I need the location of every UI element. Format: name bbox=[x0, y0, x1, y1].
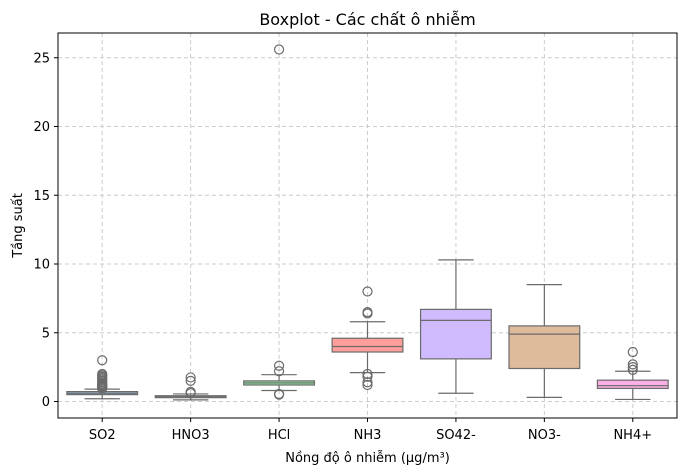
box-group bbox=[596, 346, 669, 401]
outlier-point bbox=[362, 307, 373, 318]
y-tick-label: 5 bbox=[42, 326, 50, 341]
y-tick-label: 10 bbox=[33, 258, 50, 273]
outlier-point bbox=[185, 372, 196, 383]
outlier-point bbox=[362, 368, 373, 380]
y-tick-label: 20 bbox=[33, 120, 50, 135]
chart-title: Boxplot - Các chất ô nhiễm bbox=[259, 10, 475, 29]
y-axis-title: Tầng suất bbox=[11, 193, 26, 259]
outlier-point bbox=[362, 371, 373, 382]
x-tick-label: HNO3 bbox=[172, 428, 210, 443]
boxes-layer bbox=[66, 44, 669, 401]
outlier-point bbox=[185, 386, 196, 397]
x-tick-label: SO2 bbox=[89, 428, 116, 443]
outlier-point bbox=[273, 360, 285, 371]
outlier-point bbox=[273, 388, 285, 400]
outlier-point bbox=[362, 286, 373, 297]
box bbox=[596, 379, 669, 390]
axes-layer: 0 5 10 15 20 25 SO2 HNO3 HCl NH3 SO42- NO3- NH4+ bbox=[33, 32, 678, 443]
y-tick-label: 15 bbox=[33, 189, 50, 204]
box bbox=[331, 337, 404, 353]
outlier-point bbox=[627, 364, 638, 375]
outlier-point bbox=[273, 366, 285, 377]
outlier-point bbox=[273, 44, 285, 55]
outlier-point bbox=[362, 379, 373, 391]
y-tick-label: 0 bbox=[42, 395, 50, 410]
x-tick-label: HCl bbox=[268, 428, 290, 443]
outlier-point bbox=[627, 346, 638, 358]
box-group bbox=[66, 355, 139, 400]
outlier-point bbox=[185, 375, 196, 386]
x-tick-label: NH4+ bbox=[613, 428, 652, 443]
box-group bbox=[508, 284, 581, 398]
box bbox=[508, 325, 581, 370]
x-tick-label: NO3- bbox=[528, 428, 561, 443]
outlier-point bbox=[627, 362, 638, 373]
outlier-point bbox=[627, 359, 638, 370]
box-group bbox=[154, 372, 227, 401]
x-tick-label: NH3 bbox=[354, 428, 382, 443]
x-axis-title: Nồng độ ô nhiễm (µg/m³) bbox=[285, 451, 450, 466]
outlier-point bbox=[362, 377, 373, 388]
plot-frame bbox=[57, 32, 678, 419]
outlier-point bbox=[97, 355, 108, 366]
box bbox=[419, 308, 492, 360]
outlier-point bbox=[97, 368, 108, 380]
box-group bbox=[419, 259, 492, 394]
box-group bbox=[331, 286, 404, 391]
x-tick-label: SO42- bbox=[436, 428, 476, 443]
box-group bbox=[243, 44, 316, 400]
y-tick-label: 25 bbox=[33, 51, 50, 66]
